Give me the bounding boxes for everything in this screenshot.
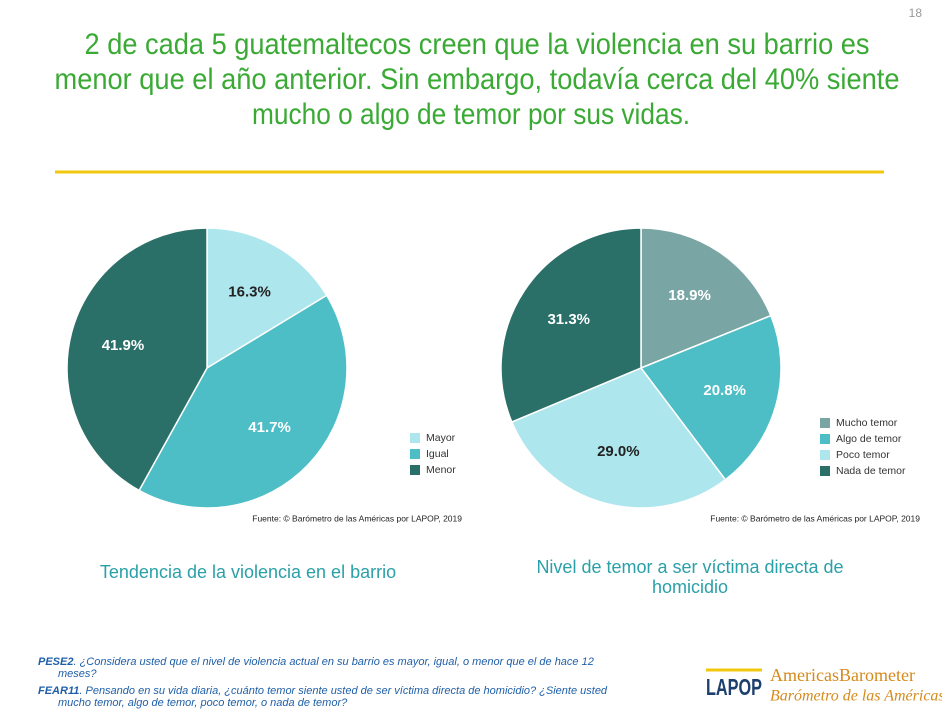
- data-label: 31.3%: [547, 311, 590, 328]
- footnote: FEAR11. Pensando en su vida diaria, ¿cuá…: [38, 685, 608, 697]
- chart-title: Tendencia de la violencia en el barrio: [99, 562, 397, 582]
- footnote-text: meses?: [58, 668, 97, 680]
- legend-label: Algo de temor: [836, 433, 902, 445]
- data-label: 29.0%: [597, 443, 640, 460]
- pie-slice: [138, 294, 348, 509]
- legend-label: Mayor: [426, 432, 456, 444]
- source-note: Fuente: © Barómetro de las Américas por …: [710, 513, 920, 523]
- legend-label: Igual: [426, 448, 449, 460]
- logo-mark: LAPOP: [706, 674, 762, 700]
- data-label: 41.9%: [102, 337, 145, 354]
- slide-title: mucho o algo de temor por sus vidas.: [252, 98, 690, 131]
- footnote-text: mucho temor, algo de temor, poco temor, …: [58, 697, 348, 709]
- logo-name: AmericasBarometer: [770, 665, 915, 685]
- legend-swatch: [410, 465, 420, 475]
- data-label: 16.3%: [228, 283, 271, 300]
- slide-title: menor que el año anterior. Sin embargo, …: [55, 63, 900, 96]
- legend-swatch: [820, 418, 830, 428]
- footnote-text: . Pensando en su vida diaria, ¿cuánto te…: [79, 685, 608, 697]
- page-number: 18: [909, 6, 923, 20]
- pie-slice: [206, 227, 328, 370]
- legend-swatch: [820, 466, 830, 476]
- pie-slice: [500, 227, 642, 423]
- footnote: PESE2. ¿Considera usted que el nivel de …: [38, 656, 594, 668]
- legend-swatch: [820, 450, 830, 460]
- data-label: 41.7%: [248, 419, 291, 436]
- legend-label: Mucho temor: [836, 417, 898, 429]
- logo-subname: Barómetro de las Américas: [770, 688, 942, 705]
- legend-swatch: [820, 434, 830, 444]
- legend-swatch: [410, 433, 420, 443]
- pie-slice: [510, 367, 727, 509]
- footnote-code: PESE2: [38, 656, 73, 668]
- pie-slice: [640, 227, 772, 370]
- legend-label: Nada de temor: [836, 465, 906, 477]
- data-label: 20.8%: [703, 382, 746, 399]
- pie-slice: [66, 227, 208, 492]
- data-label: 18.9%: [668, 287, 711, 304]
- slide-title: 2 de cada 5 guatemaltecos creen que la v…: [85, 28, 870, 61]
- chart-title: Nivel de temor a ser víctima directa de …: [536, 557, 844, 597]
- pie-slice: [639, 314, 782, 481]
- legend-swatch: [410, 449, 420, 459]
- footnote-text: . ¿Considera usted que el nivel de viole…: [73, 656, 593, 668]
- legend-label: Menor: [426, 464, 456, 476]
- footnote-code: FEAR11: [38, 685, 79, 697]
- legend-label: Poco temor: [836, 449, 890, 461]
- source-note: Fuente: © Barómetro de las Américas por …: [252, 513, 462, 523]
